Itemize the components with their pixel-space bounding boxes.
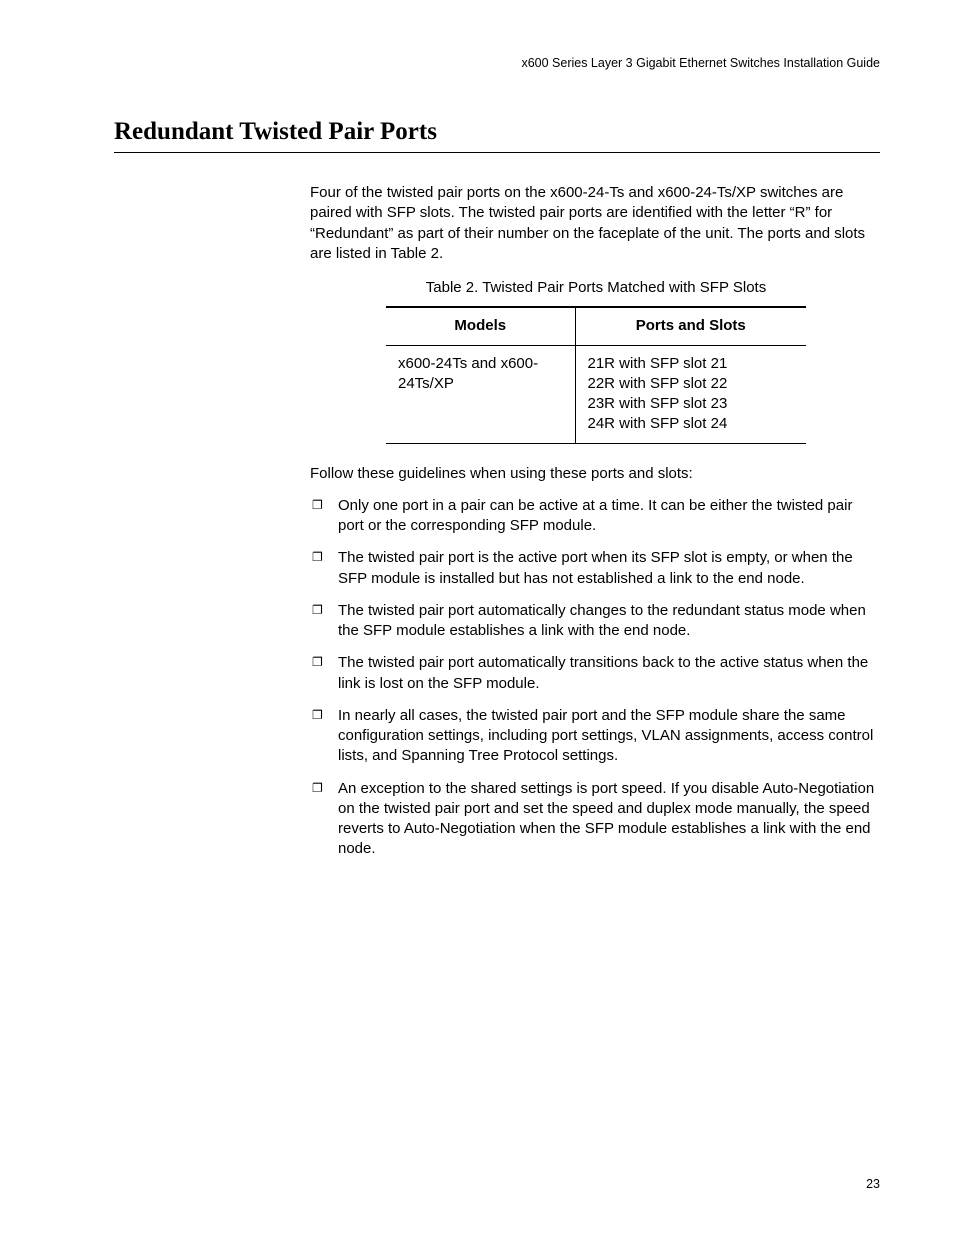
running-header: x600 Series Layer 3 Gigabit Ethernet Swi… (114, 56, 880, 70)
table-caption: Table 2. Twisted Pair Ports Matched with… (310, 278, 882, 298)
list-item: In nearly all cases, the twisted pair po… (310, 706, 882, 767)
intro-paragraph: Four of the twisted pair ports on the x6… (310, 183, 882, 264)
table-row: x600-24Ts and x600-24Ts/XP 21R with SFP … (386, 345, 806, 443)
table-cell-models: x600-24Ts and x600-24Ts/XP (386, 345, 575, 443)
list-item: The twisted pair port is the active port… (310, 548, 882, 589)
port-line: 24R with SFP slot 24 (588, 414, 795, 434)
port-line: 21R with SFP slot 21 (588, 354, 795, 374)
page-container: x600 Series Layer 3 Gigabit Ethernet Swi… (0, 0, 954, 1235)
table-header-models: Models (386, 307, 575, 345)
guidelines-lead: Follow these guidelines when using these… (310, 464, 882, 484)
guidelines-list: Only one port in a pair can be active at… (310, 496, 882, 860)
list-item: An exception to the shared settings is p… (310, 779, 882, 860)
list-item: Only one port in a pair can be active at… (310, 496, 882, 537)
list-item: The twisted pair port automatically chan… (310, 601, 882, 642)
ports-table: Models Ports and Slots x600-24Ts and x60… (386, 306, 806, 443)
table-header-ports: Ports and Slots (575, 307, 806, 345)
table-header-row: Models Ports and Slots (386, 307, 806, 345)
body-column: Four of the twisted pair ports on the x6… (310, 183, 882, 860)
list-item: The twisted pair port automatically tran… (310, 653, 882, 694)
page-number: 23 (866, 1177, 880, 1191)
section-title: Redundant Twisted Pair Ports (114, 118, 880, 153)
port-line: 22R with SFP slot 22 (588, 374, 795, 394)
table-cell-ports: 21R with SFP slot 21 22R with SFP slot 2… (575, 345, 806, 443)
port-line: 23R with SFP slot 23 (588, 394, 795, 414)
